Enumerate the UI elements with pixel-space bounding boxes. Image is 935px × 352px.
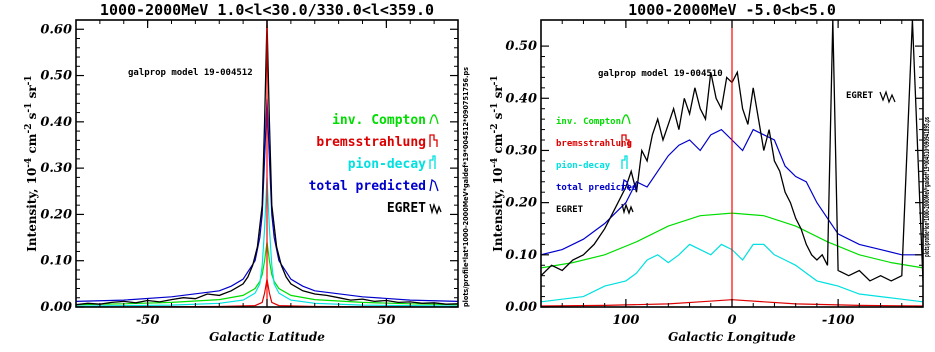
xtick-label-left-1: 0: [262, 313, 271, 328]
xtick-label-left-2: 50: [377, 313, 395, 328]
legend-swatch-pion-decay-left: [429, 155, 436, 169]
xtick-label-left-0: -50: [136, 313, 160, 328]
legend-swatch-bremsstrahlung-right: [621, 134, 630, 147]
legend-label-pion-decay-right: pion-decay: [556, 160, 611, 171]
ytick-label-left-2: 0.20: [40, 207, 72, 222]
ytick-label-left-3: 0.30: [40, 161, 72, 176]
legend-label-total-predicted-right: total predicted: [556, 182, 637, 193]
ytick-label-left-1: 0.10: [40, 254, 72, 269]
model-label-left: galprop model 19-004512: [128, 68, 253, 78]
ytick-label-right-4: 0.40: [505, 91, 537, 106]
xtick-label-right-1: 0: [727, 313, 736, 328]
legend-swatch-pion-decay-right: [621, 155, 628, 169]
side-label-right: plots/profile*lon*1000-2000MeV*galdef*19…: [923, 117, 931, 257]
legend-label-total-predicted-left: total predicted: [309, 179, 426, 194]
legend-swatch-inv-compton-right: [621, 114, 631, 125]
panel-left: 0.00 0.10 0.20 0.30 0.40 0.50 0.60 -50 0 50 1000-2…: [40, 1, 470, 344]
chart-title-left: 1000-2000MeV 1.0<l<30.0/330.0<l<359.0: [100, 1, 434, 19]
ytick-label-right-5: 0.50: [505, 39, 537, 54]
legend-label-bremsstrahlung-left: bremsstrahlung: [316, 135, 426, 150]
ytick-label-right-2: 0.20: [505, 196, 537, 211]
legend-swatch-total-predicted-right: [621, 178, 631, 192]
ytick-label-right-1: 0.10: [505, 248, 537, 263]
ytick-label-left-0: 0.00: [40, 300, 72, 315]
ytick-label-left-5: 0.50: [40, 69, 72, 84]
ytick-label-left-4: 0.40: [40, 115, 72, 130]
legend-swatch-bremsstrahlung-left: [429, 134, 438, 147]
egret-corner-label: EGRET: [846, 91, 874, 101]
model-label-right: galprop model 19-004510: [598, 69, 723, 79]
legend-label-egret-right: EGRET: [556, 205, 584, 215]
y-axis-label-right: Intensity, 10-4 cm-2 s-1 sr-1: [490, 75, 505, 251]
x-axis-label-right: Galactic Longitude: [668, 330, 796, 344]
ytick-label-right-3: 0.30: [505, 143, 537, 158]
series-egret-left: [76, 20, 458, 306]
legend-label-bremsstrahlung-right: bremsstrahlung: [556, 139, 632, 149]
x-axis-label-left: Galactic Latitude: [209, 330, 325, 344]
side-label-left: plots/profile*lat*1000-2000MeV*galdef*19…: [462, 67, 470, 307]
legend-swatch-egret-left: [429, 202, 442, 215]
xtick-label-right-0: 100: [612, 313, 639, 328]
legend-label-inv-compton-right: inv. Compton: [556, 116, 621, 127]
legend-label-inv-compton-left: inv. Compton: [332, 113, 426, 128]
y-axis-label-left: Intensity, 10-4 cm-2 s-1 sr-1: [24, 75, 39, 251]
legend-label-pion-decay-left: pion-decay: [348, 157, 426, 172]
legend-swatch-inv-compton-left: [429, 114, 439, 125]
egret-corner-swatch: [879, 90, 896, 104]
chart-title-right: 1000-2000MeV -5.0<b<5.0: [628, 1, 836, 19]
legend-label-egret-left: EGRET: [387, 201, 426, 216]
legend-swatch-total-predicted-left: [429, 178, 439, 192]
ytick-label-right-0: 0.00: [505, 300, 537, 315]
legend-swatch-egret-right: [621, 202, 634, 215]
panel-right: 0.00 0.10 0.20 0.30 0.40 0.50 100 0 -100 1000-200…: [505, 1, 931, 344]
ytick-label-left-6: 0.60: [40, 22, 72, 37]
xtick-label-right-2: -100: [822, 313, 855, 328]
